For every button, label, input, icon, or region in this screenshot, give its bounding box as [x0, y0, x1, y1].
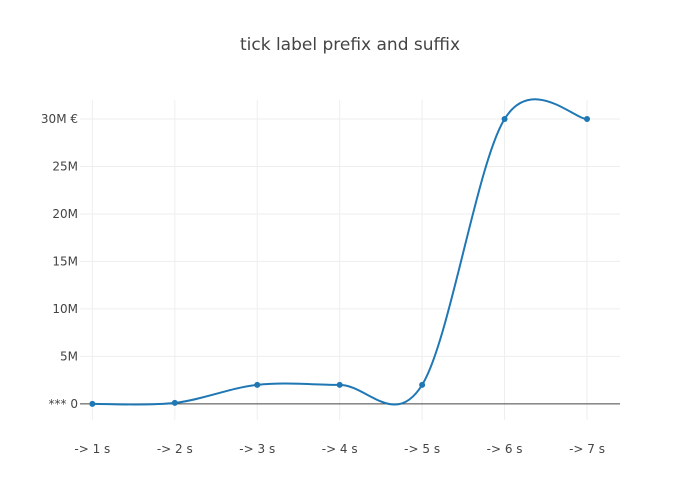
grid [80, 100, 620, 420]
data-point [501, 115, 508, 122]
data-point [336, 381, 343, 388]
y-tick-label: 5M [60, 349, 78, 363]
x-tick-label: -> 1 s [74, 442, 110, 456]
chart-title: tick label prefix and suffix [240, 35, 460, 55]
y-tick-label: 15M [52, 254, 78, 268]
data-point [419, 381, 426, 388]
x-tick-label: -> 2 s [157, 442, 193, 456]
y-tick-label: 10M [52, 302, 78, 316]
data-point [254, 381, 261, 388]
x-tick-label: -> 6 s [487, 442, 523, 456]
data-point [89, 400, 96, 407]
data-points [89, 115, 591, 407]
tick-labels: -> 1 s -> 2 s -> 3 s -> 4 s -> 5 s -> 6 s -> 7… [41, 112, 605, 456]
data-point [584, 115, 591, 122]
y-tick-label: 30M € [41, 112, 78, 126]
y-tick-label: *** 0 [49, 397, 78, 411]
y-tick-label: 25M [52, 159, 78, 173]
y-tick-label: 20M [52, 207, 78, 221]
x-tick-label: -> 4 s [322, 442, 358, 456]
data-point [171, 399, 178, 406]
x-tick-label: -> 7 s [569, 442, 605, 456]
x-tick-label: -> 3 s [239, 442, 275, 456]
x-tick-label: -> 5 s [404, 442, 440, 456]
